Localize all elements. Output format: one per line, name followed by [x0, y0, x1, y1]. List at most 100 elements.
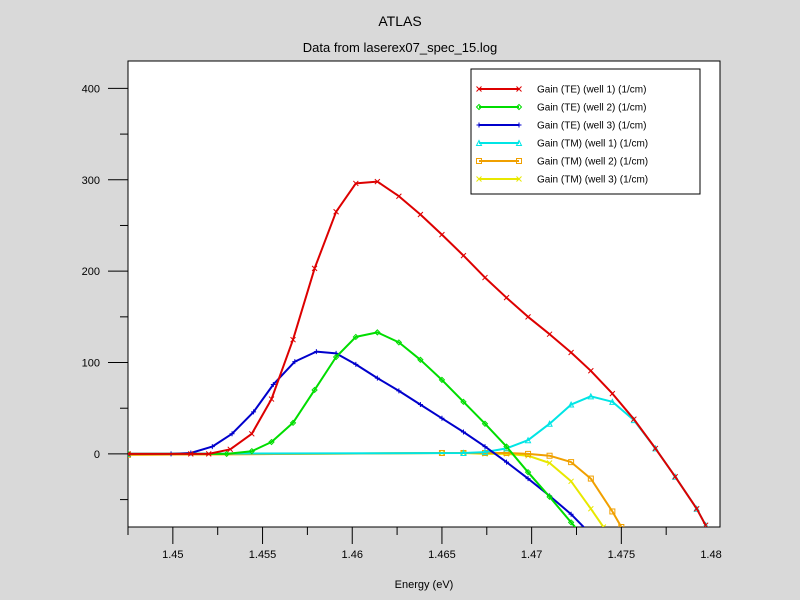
- data-point: [417, 211, 424, 218]
- y-tick-label: 100: [82, 358, 100, 370]
- legend-marker: [516, 122, 522, 128]
- legend-marker: [516, 176, 522, 182]
- data-point: [631, 416, 637, 423]
- x-axis-label: Energy (eV): [395, 579, 454, 591]
- data-point: [268, 438, 275, 446]
- legend-marker: [476, 176, 482, 182]
- data-point: [460, 429, 466, 435]
- data-point: [227, 446, 234, 453]
- series-1: [128, 178, 709, 527]
- data-point: [588, 532, 593, 537]
- data-point: [417, 402, 423, 408]
- data-point: [481, 448, 489, 456]
- legend-marker: [476, 122, 482, 128]
- x-tick-label: 1.48: [700, 549, 721, 561]
- data-point: [333, 208, 339, 215]
- data-point: [460, 398, 467, 406]
- data-point: [672, 473, 679, 480]
- data-point: [546, 331, 553, 338]
- data-point: [223, 450, 230, 458]
- legend-marker: [516, 158, 522, 164]
- legend-marker: [515, 139, 523, 146]
- legend-entry: Gain (TE) (well 2) (1/cm): [475, 103, 646, 114]
- data-point: [546, 460, 553, 466]
- data-point: [332, 353, 340, 361]
- series-line: [128, 331, 577, 527]
- x-tick-label: 1.47: [521, 549, 542, 561]
- chart-subtitle: Data from laserex07_spec_15.log: [303, 40, 497, 55]
- legend-entry: Gain (TM) (well 3) (1/cm): [476, 175, 648, 186]
- x-tick-label: 1.46: [342, 549, 363, 561]
- legend-label: Gain (TM) (well 2) (1/cm): [537, 157, 648, 168]
- data-point: [313, 349, 319, 355]
- y-axis: 0 100 200 300 400: [82, 83, 128, 501]
- data-point: [374, 178, 381, 185]
- legend-entry: Gain (TM) (well 1) (1/cm): [475, 139, 648, 150]
- data-point: [702, 522, 709, 527]
- series-line: [128, 350, 586, 527]
- data-point: [482, 444, 488, 450]
- data-point: [587, 367, 594, 374]
- data-point: [292, 359, 298, 365]
- legend-entry: Gain (TE) (well 3) (1/cm): [476, 121, 646, 132]
- data-point: [618, 524, 625, 527]
- data-point: [352, 180, 359, 187]
- legend-label: Gain (TM) (well 3) (1/cm): [537, 175, 648, 186]
- data-point: [290, 336, 296, 343]
- legend-label: Gain (TE) (well 2) (1/cm): [537, 103, 646, 114]
- data-point: [568, 349, 574, 356]
- data-point: [567, 400, 575, 408]
- data-point: [289, 419, 297, 427]
- data-point: [568, 478, 574, 485]
- data-point: [600, 524, 607, 527]
- data-point: [524, 468, 532, 476]
- data-point: [311, 386, 318, 394]
- data-point: [460, 449, 467, 456]
- data-point: [525, 450, 532, 457]
- y-tick-label: 300: [82, 175, 100, 187]
- x-tick-label: 1.475: [608, 549, 636, 561]
- x-tick-label: 1.45: [162, 549, 183, 561]
- x-axis: 1.45 1.455 1.46 1.465 1.47 1.475 1.48: [127, 527, 722, 561]
- legend-label: Gain (TE) (well 3) (1/cm): [537, 121, 646, 132]
- legend-label: Gain (TM) (well 1) (1/cm): [537, 139, 648, 150]
- y-tick-label: 0: [94, 449, 100, 461]
- data-point: [374, 329, 381, 336]
- data-point: [209, 444, 215, 450]
- data-point: [374, 375, 380, 381]
- data-point: [417, 356, 424, 363]
- data-point: [439, 415, 445, 421]
- data-point: [568, 459, 575, 466]
- data-point: [546, 420, 553, 427]
- data-point: [353, 361, 359, 367]
- data-point: [609, 390, 616, 397]
- legend: Gain (TE) (well 1) (1/cm) Gain (TE) (well…: [470, 68, 701, 195]
- legend-marker: [476, 86, 482, 92]
- data-point: [587, 505, 594, 512]
- y-tick-label: 400: [82, 83, 100, 95]
- data-point: [546, 493, 553, 501]
- data-point: [460, 252, 467, 259]
- chart-title: ATLAS: [378, 13, 421, 29]
- x-tick-label: 1.465: [428, 549, 456, 561]
- data-point: [251, 409, 257, 415]
- data-point: [702, 521, 709, 527]
- data-point: [609, 508, 616, 515]
- data-point: [587, 392, 595, 400]
- data-point: [352, 333, 360, 341]
- data-point: [270, 381, 276, 387]
- data-point: [652, 444, 659, 452]
- data-point: [205, 451, 212, 457]
- data-point: [482, 274, 488, 281]
- data-point: [504, 459, 510, 465]
- data-point: [568, 511, 574, 517]
- y-tick-label: 200: [82, 266, 100, 278]
- data-point: [229, 431, 235, 437]
- data-point: [652, 445, 659, 452]
- data-point: [524, 436, 532, 444]
- legend-marker: [475, 139, 483, 146]
- data-point: [248, 447, 255, 455]
- data-point: [546, 452, 553, 459]
- data-point: [525, 313, 531, 320]
